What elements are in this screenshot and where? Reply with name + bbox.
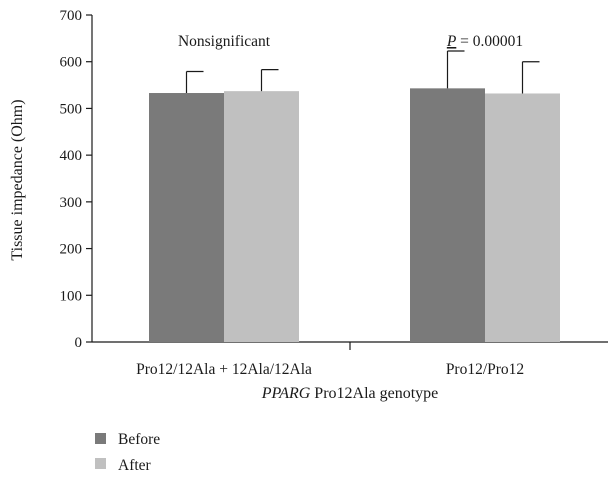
bars-group xyxy=(149,88,560,343)
y-axis-title: Tissue impedance (Ohm) xyxy=(9,99,26,260)
error-bars-group xyxy=(185,50,540,94)
y-tick-label: 100 xyxy=(60,288,83,304)
y-tick-label: 700 xyxy=(60,8,83,24)
legend-swatch-after xyxy=(95,458,106,469)
y-tick-label: 300 xyxy=(60,195,83,211)
p-value-symbol: P xyxy=(446,33,457,50)
annotation-text: Nonsignificant xyxy=(178,33,271,50)
annotation-text: P = 0.00001 xyxy=(446,33,523,50)
x-axis-categories: Pro12/12Ala + 12Ala/12Ala Pro12/Pro12 xyxy=(136,361,524,378)
y-tick-label: 0 xyxy=(75,335,83,351)
y-tick-label: 200 xyxy=(60,242,83,258)
bar-after-1 xyxy=(485,93,560,342)
x-axis-title: PPARG Pro12Ala genotype xyxy=(261,385,439,402)
bar-before-1 xyxy=(410,88,485,342)
bar-before-0 xyxy=(149,93,224,343)
annotations-group: Nonsignificant P = 0.00001 xyxy=(178,33,523,50)
y-tick-label: 600 xyxy=(60,55,83,71)
legend-label-before: Before xyxy=(118,431,160,448)
x-category-label: Pro12/Pro12 xyxy=(446,361,524,378)
y-axis-ticks: 0 100 200 300 400 500 600 700 xyxy=(60,8,92,351)
legend-label-after: After xyxy=(118,457,152,474)
x-axis-title-gene: PPARG xyxy=(261,385,311,402)
y-tick-label: 400 xyxy=(60,148,83,164)
legend-swatch-before xyxy=(95,433,106,444)
y-tick-label: 500 xyxy=(60,101,83,117)
bar-after-0 xyxy=(224,91,299,342)
x-category-label: Pro12/12Ala + 12Ala/12Ala xyxy=(136,361,312,378)
legend: Before After xyxy=(95,431,160,474)
p-value-text: = 0.00001 xyxy=(456,33,523,50)
x-axis-title-rest: Pro12Ala genotype xyxy=(310,385,438,402)
